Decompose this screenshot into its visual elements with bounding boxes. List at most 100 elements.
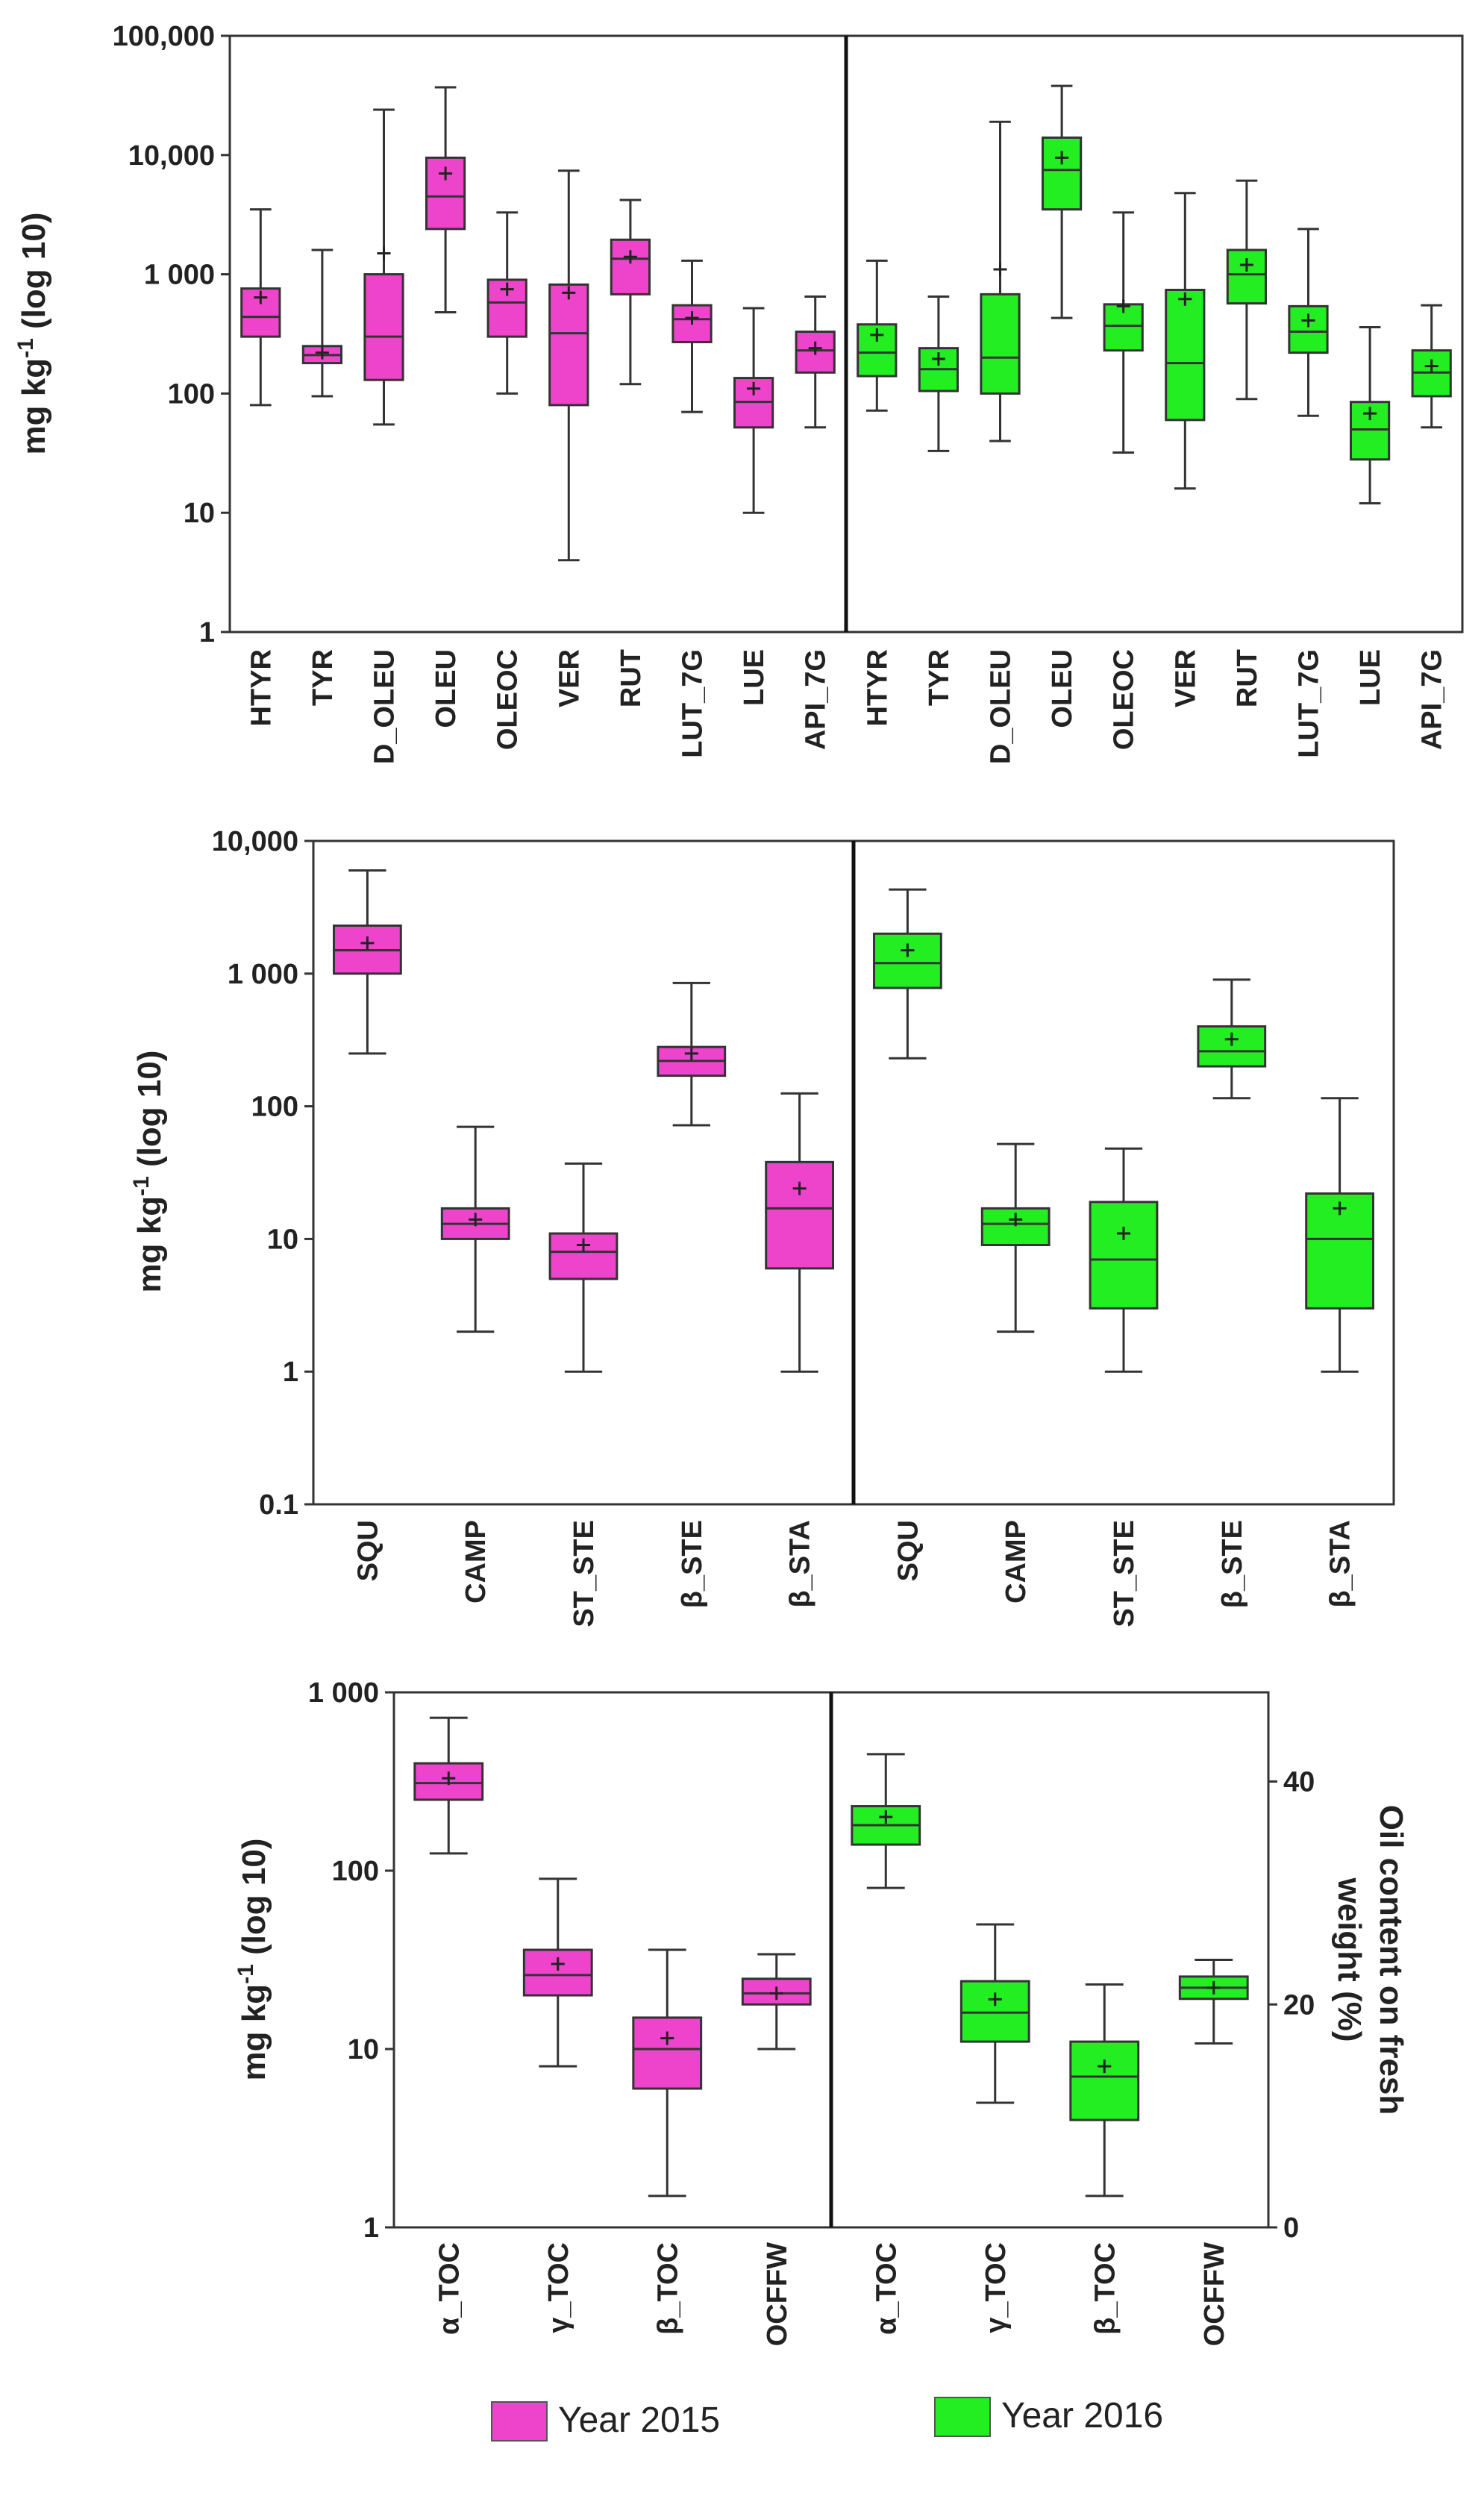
mean-marker <box>660 2031 674 2045</box>
box-CAMP <box>980 1142 1051 1333</box>
mean-marker <box>685 311 699 325</box>
mean-marker <box>808 341 822 355</box>
category-label: β_TOC <box>652 2242 683 2335</box>
mean-marker <box>1009 1213 1023 1227</box>
box-iqr <box>610 238 651 295</box>
box-iqr <box>1226 248 1268 305</box>
y-tick-label: 10,000 <box>128 140 215 172</box>
mean-marker <box>442 1771 456 1786</box>
box-LUT_7G <box>671 259 713 413</box>
mean-marker <box>870 328 884 342</box>
box-ST_STE <box>548 1162 619 1373</box>
y2-axis-label-line2: weight (%) <box>1331 1877 1368 2042</box>
category-label: LUE <box>1355 649 1386 706</box>
category-label: α_TOC <box>433 2242 465 2335</box>
box-D_OLEU <box>363 108 404 426</box>
y-tick-label: 10 <box>348 2034 379 2065</box>
box-iqr <box>1069 2040 1140 2121</box>
box-α_TOC <box>413 1716 484 1855</box>
box-RUT <box>1226 179 1268 401</box>
box-API_7G <box>1411 304 1452 429</box>
category-label: CAMP <box>1001 1520 1032 1604</box>
legend-label-2015: Year 2015 <box>558 2400 721 2440</box>
box-OLEOC <box>1103 211 1144 454</box>
category-label: γ_TOC <box>980 2242 1012 2333</box>
mean-marker <box>1363 407 1377 421</box>
category-label: SQU <box>352 1520 383 1581</box>
y-tick-label: 1 <box>363 2212 379 2244</box>
box-γ_TOC <box>959 1923 1030 2104</box>
box-LUE <box>733 307 774 514</box>
y-tick-label: 100 <box>332 1856 379 1887</box>
y-tick-label: 1 <box>283 1357 298 1388</box>
y-axis-label-main: mg kg <box>16 358 52 455</box>
box-ST_STE <box>1089 1147 1159 1373</box>
box-HTYR <box>240 208 281 407</box>
mean-marker <box>562 286 576 300</box>
category-label: β_TOC <box>1089 2242 1121 2335</box>
category-label: TYR <box>307 649 339 706</box>
y-tick-label: 1 000 <box>228 959 298 990</box>
box-SQU <box>333 869 402 1055</box>
category-label: RUT <box>616 649 647 707</box>
category-label: γ_TOC <box>543 2242 574 2333</box>
mean-marker <box>988 1992 1002 2006</box>
mean-marker <box>500 282 514 296</box>
category-label: β_STE <box>677 1520 708 1608</box>
box-α_TOC <box>851 1753 921 1889</box>
y-tick-label: 100 <box>251 1092 298 1123</box>
y-axis-label-sup: -1 <box>234 1964 258 1984</box>
box-LUT_7G <box>1288 228 1329 417</box>
y-axis-label-sup: -1 <box>129 1176 154 1196</box>
box-iqr <box>548 283 589 407</box>
y-tick-label: 10 <box>267 1224 298 1255</box>
mean-marker <box>1224 1032 1239 1046</box>
legend-label-2016: Year 2016 <box>1001 2396 1164 2436</box>
category-label: CAMP <box>460 1520 492 1604</box>
box-iqr <box>765 1160 834 1270</box>
box-TYR <box>918 295 959 452</box>
mean-marker <box>315 345 329 360</box>
mean-marker <box>684 1046 698 1060</box>
mean-marker <box>254 290 268 304</box>
category-label: OCFFW <box>1199 2242 1230 2346</box>
series-year-2015: α_TOC γ_TOC β_TOC OCFFW <box>413 1716 812 2346</box>
y-axis-label: mg kg-1 (log 10) <box>234 1839 273 2081</box>
category-label: SQU <box>892 1520 924 1581</box>
y-tick-label: 10,000 <box>212 826 298 857</box>
chart-panel-3: 1 000 100 10 1 40 20 0 Oil content on freshweig… <box>234 1677 1410 2346</box>
mean-marker <box>747 381 761 395</box>
category-label: LUT_7G <box>1294 649 1325 758</box>
mean-marker <box>1301 313 1315 328</box>
box-β_STA <box>765 1092 834 1373</box>
y2-tick-label: 40 <box>1283 1767 1315 1798</box>
series-year-2015: HTYR TYR D_OLEU OLEU OLEOC VER RUT LUT_7G LUE API… <box>240 86 836 764</box>
series-year-2016: α_TOC γ_TOC β_TOC OCFFW <box>851 1753 1249 2346</box>
box-SQU <box>873 888 942 1060</box>
mean-marker <box>792 1181 807 1195</box>
box-iqr <box>632 2016 703 2090</box>
box-API_7G <box>795 295 836 429</box>
category-label: α_TOC <box>871 2242 902 2335</box>
box-OCFFW <box>741 1953 812 2051</box>
box-iqr <box>1288 304 1329 354</box>
series-year-2016: HTYR TYR D_OLEU OLEU OLEOC VER RUT LUT_7G LUE API… <box>857 84 1452 764</box>
y2-tick-label: 0 <box>1283 2212 1299 2244</box>
mean-marker <box>931 352 945 366</box>
mean-marker <box>469 1213 483 1227</box>
mean-marker <box>879 1810 893 1824</box>
y-axis-label-sup: -1 <box>13 338 38 358</box>
mean-marker <box>1333 1201 1347 1216</box>
y-axis-label: mg kg-1 (log 10) <box>129 1051 169 1293</box>
mean-marker <box>993 262 1007 276</box>
box-iqr <box>873 932 942 989</box>
y-axis-label-rest: (log 10) <box>131 1051 168 1177</box>
category-label: VER <box>554 649 585 707</box>
box-OLEOC <box>486 211 527 395</box>
box-β_TOC <box>632 1948 703 2198</box>
mean-marker <box>577 1238 590 1252</box>
box-iqr <box>959 1980 1030 2043</box>
mean-marker <box>1098 2059 1112 2074</box>
category-label: β_STA <box>1325 1520 1356 1608</box>
mean-marker <box>1116 299 1130 313</box>
